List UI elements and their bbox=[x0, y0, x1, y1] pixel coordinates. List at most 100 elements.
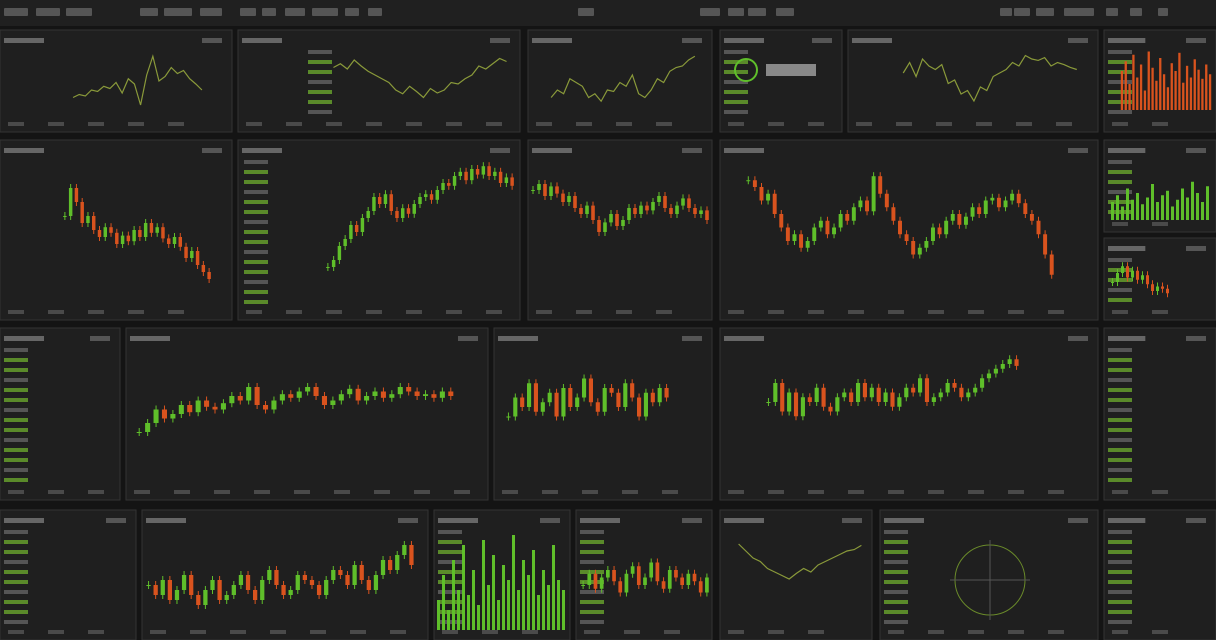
candle-body bbox=[372, 197, 376, 211]
candle-body bbox=[1151, 284, 1154, 291]
candle-body bbox=[655, 562, 660, 582]
list-row bbox=[4, 408, 28, 412]
candle-body bbox=[364, 396, 370, 401]
candle-body bbox=[155, 227, 159, 233]
candle-body bbox=[1111, 282, 1114, 283]
panel-footer-text bbox=[230, 630, 246, 634]
candle-body bbox=[1131, 270, 1134, 278]
list-row bbox=[1108, 398, 1132, 402]
candle-body bbox=[828, 406, 833, 412]
candle-body bbox=[561, 388, 566, 417]
panel-header-text bbox=[532, 148, 572, 153]
panel-header-text bbox=[532, 38, 572, 43]
candle-body bbox=[1121, 266, 1124, 273]
list-row bbox=[884, 540, 908, 544]
candle-body bbox=[606, 570, 610, 578]
list-row bbox=[884, 620, 908, 624]
candle-body bbox=[950, 214, 955, 221]
candle-body bbox=[904, 234, 909, 241]
list-row bbox=[1108, 110, 1132, 114]
list-row bbox=[1108, 428, 1132, 432]
candle-body bbox=[651, 202, 655, 211]
candle-body bbox=[835, 397, 840, 412]
panel-footer-text bbox=[88, 310, 104, 314]
panel-header-text bbox=[1186, 336, 1206, 341]
panel-header-text bbox=[4, 518, 44, 523]
panel-footer-text bbox=[374, 490, 390, 494]
list-row bbox=[1108, 60, 1132, 64]
panel-footer-text bbox=[928, 490, 944, 494]
volume-bar bbox=[1141, 204, 1144, 220]
candle-body bbox=[996, 197, 1001, 208]
candle-body bbox=[621, 220, 625, 226]
volume-bar bbox=[1132, 54, 1135, 110]
candle-body bbox=[799, 234, 804, 248]
panel-footer-text bbox=[622, 490, 638, 494]
candle-body bbox=[97, 230, 102, 237]
panel-header-text bbox=[842, 518, 862, 523]
list-row bbox=[1108, 90, 1132, 94]
panel bbox=[719, 139, 1099, 321]
candle-body bbox=[174, 590, 180, 600]
panel-footer-text bbox=[128, 310, 144, 314]
candle-body bbox=[439, 391, 445, 398]
list-row bbox=[4, 438, 28, 442]
list-row bbox=[1108, 570, 1132, 574]
panel-footer-text bbox=[1152, 122, 1168, 126]
list-row bbox=[308, 110, 332, 114]
list-row bbox=[1108, 560, 1132, 564]
list-row bbox=[1108, 180, 1132, 184]
candle-body bbox=[627, 208, 631, 220]
candle-body bbox=[487, 166, 491, 176]
candle-body bbox=[321, 396, 327, 405]
volume-bar bbox=[562, 590, 565, 630]
volume-bar bbox=[442, 575, 445, 630]
list-row bbox=[244, 190, 268, 194]
candle-body bbox=[890, 392, 895, 407]
panel-footer-text bbox=[888, 630, 904, 634]
volume-bar bbox=[447, 610, 450, 630]
panel-header-text bbox=[1068, 336, 1088, 341]
candle-body bbox=[667, 570, 672, 589]
candle-body bbox=[555, 186, 559, 194]
candle-body bbox=[1136, 270, 1139, 280]
candle-body bbox=[295, 575, 300, 590]
panel-header-text bbox=[1068, 518, 1088, 523]
candle-body bbox=[395, 211, 399, 218]
candle-body bbox=[630, 566, 635, 574]
panel-footer-text bbox=[582, 490, 598, 494]
candle-body bbox=[401, 208, 405, 218]
candle-body bbox=[302, 575, 307, 580]
candle-body bbox=[945, 383, 950, 393]
candle-body bbox=[253, 590, 258, 600]
list-row bbox=[244, 170, 268, 174]
panel-footer-text bbox=[294, 490, 310, 494]
candle-body bbox=[858, 200, 863, 208]
toolbar-item bbox=[66, 8, 92, 16]
panel-header-text bbox=[490, 148, 510, 153]
list-row bbox=[580, 590, 604, 594]
list-row bbox=[580, 560, 604, 564]
panel-header-text bbox=[682, 38, 702, 43]
list-row bbox=[1108, 600, 1132, 604]
list-row bbox=[1108, 610, 1132, 614]
panel-footer-text bbox=[442, 630, 458, 634]
candle-body bbox=[898, 220, 902, 235]
panel-footer-text bbox=[968, 490, 984, 494]
panel-header-text bbox=[1186, 518, 1206, 523]
candle-body bbox=[372, 391, 378, 396]
list-row bbox=[580, 540, 604, 544]
panel-header-text bbox=[438, 518, 478, 523]
panel-footer-text bbox=[728, 122, 744, 126]
candle-body bbox=[630, 383, 635, 398]
panel-footer-text bbox=[286, 310, 302, 314]
candle-body bbox=[593, 573, 598, 589]
volume-bar bbox=[477, 605, 480, 630]
list-row bbox=[1108, 210, 1132, 214]
list-row bbox=[4, 428, 28, 432]
list-row bbox=[884, 550, 908, 554]
toolbar-item bbox=[164, 8, 192, 16]
candle-body bbox=[845, 214, 850, 221]
panel bbox=[719, 327, 1099, 501]
candle-body bbox=[388, 560, 393, 570]
